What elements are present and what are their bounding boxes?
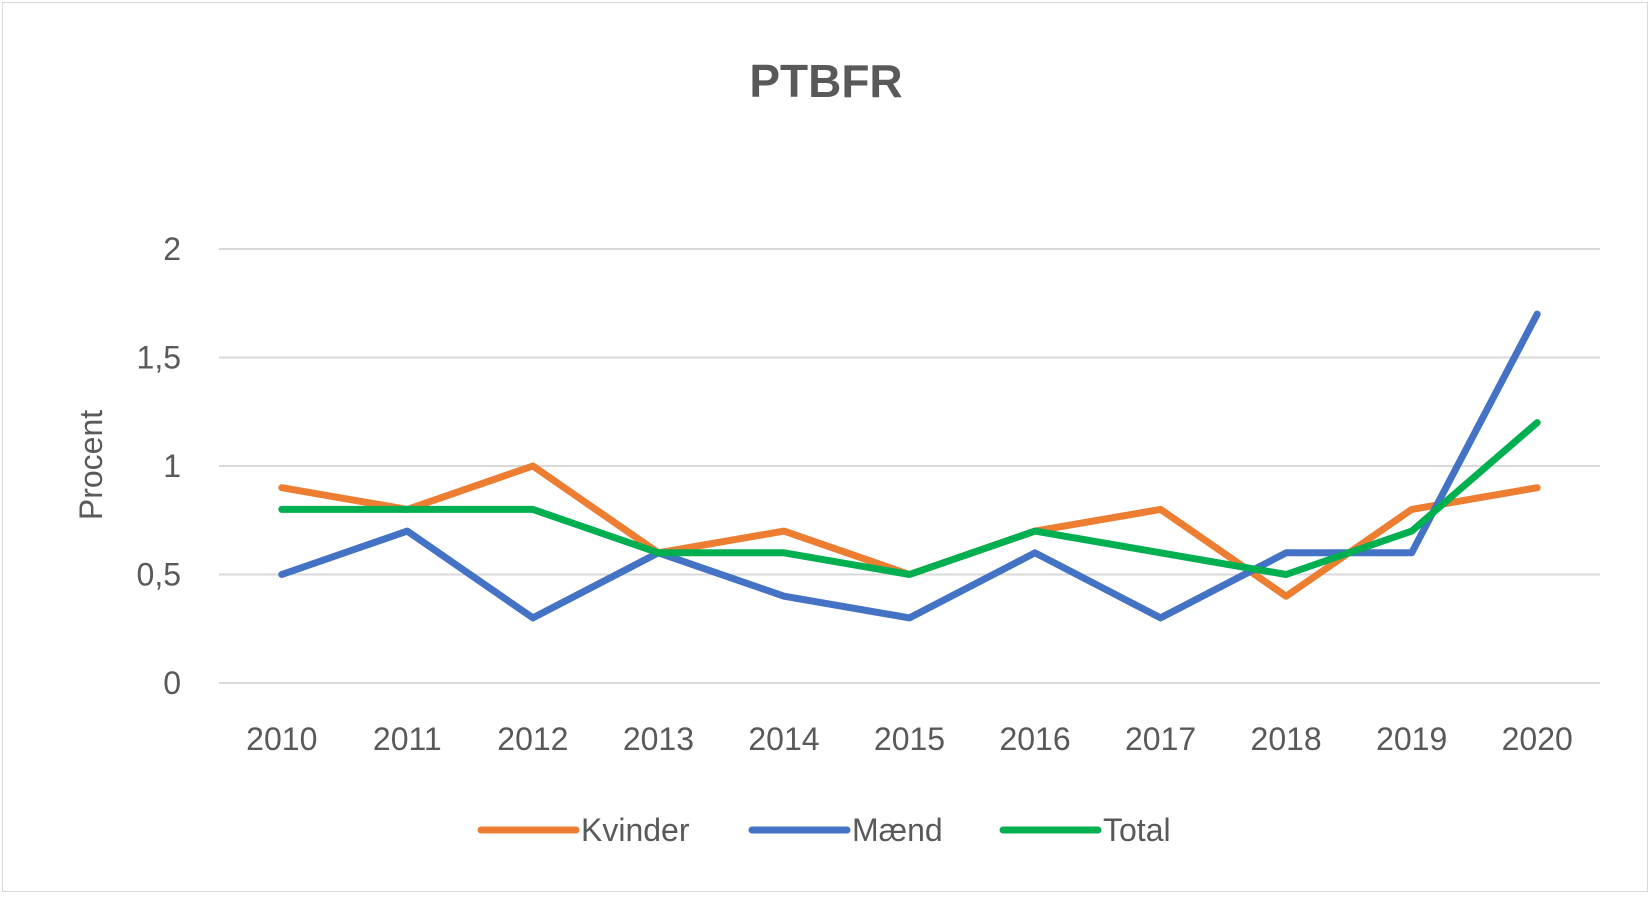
series-line-m-nd (278, 310, 1541, 622)
y-tick-label: 2 (163, 231, 181, 267)
x-tick-label: 2015 (874, 721, 945, 757)
x-tick-label: 2013 (623, 721, 694, 757)
legend-label-m-nd: Mænd (852, 812, 943, 848)
y-tick-label: 0,5 (137, 557, 181, 593)
legend: Kvinder Mænd Total (477, 812, 1171, 848)
y-tick-label: 1,5 (137, 340, 181, 376)
y-tick-labels: 0 0,5 1 1,5 2 (137, 231, 181, 701)
x-tick-label: 2014 (748, 721, 819, 757)
x-tick-label: 2016 (999, 721, 1070, 757)
x-tick-label: 2018 (1251, 721, 1322, 757)
gridlines (219, 248, 1600, 684)
x-tick-label: 2010 (246, 721, 317, 757)
x-tick-label: 2019 (1376, 721, 1447, 757)
legend-label-total: Total (1103, 812, 1171, 848)
x-tick-labels: 2010 2011 2012 2013 2014 2015 2016 2017 2018 2019… (246, 721, 1573, 757)
series-line-total (278, 419, 1541, 578)
x-tick-label: 2020 (1502, 721, 1573, 757)
line-chart: PTBFR Procent 0 0,5 1 1,5 2 2010 2011 2012 2013… (73, 55, 1600, 848)
x-tick-label: 2011 (373, 721, 442, 757)
chart-title: PTBFR (749, 55, 902, 107)
series-lines (278, 310, 1541, 622)
y-tick-label: 0 (163, 665, 181, 701)
x-tick-label: 2017 (1125, 721, 1196, 757)
x-tick-label: 2012 (497, 721, 568, 757)
y-axis-label: Procent (73, 410, 109, 520)
y-tick-label: 1 (163, 448, 181, 484)
legend-label-kvinder: Kvinder (581, 812, 690, 848)
